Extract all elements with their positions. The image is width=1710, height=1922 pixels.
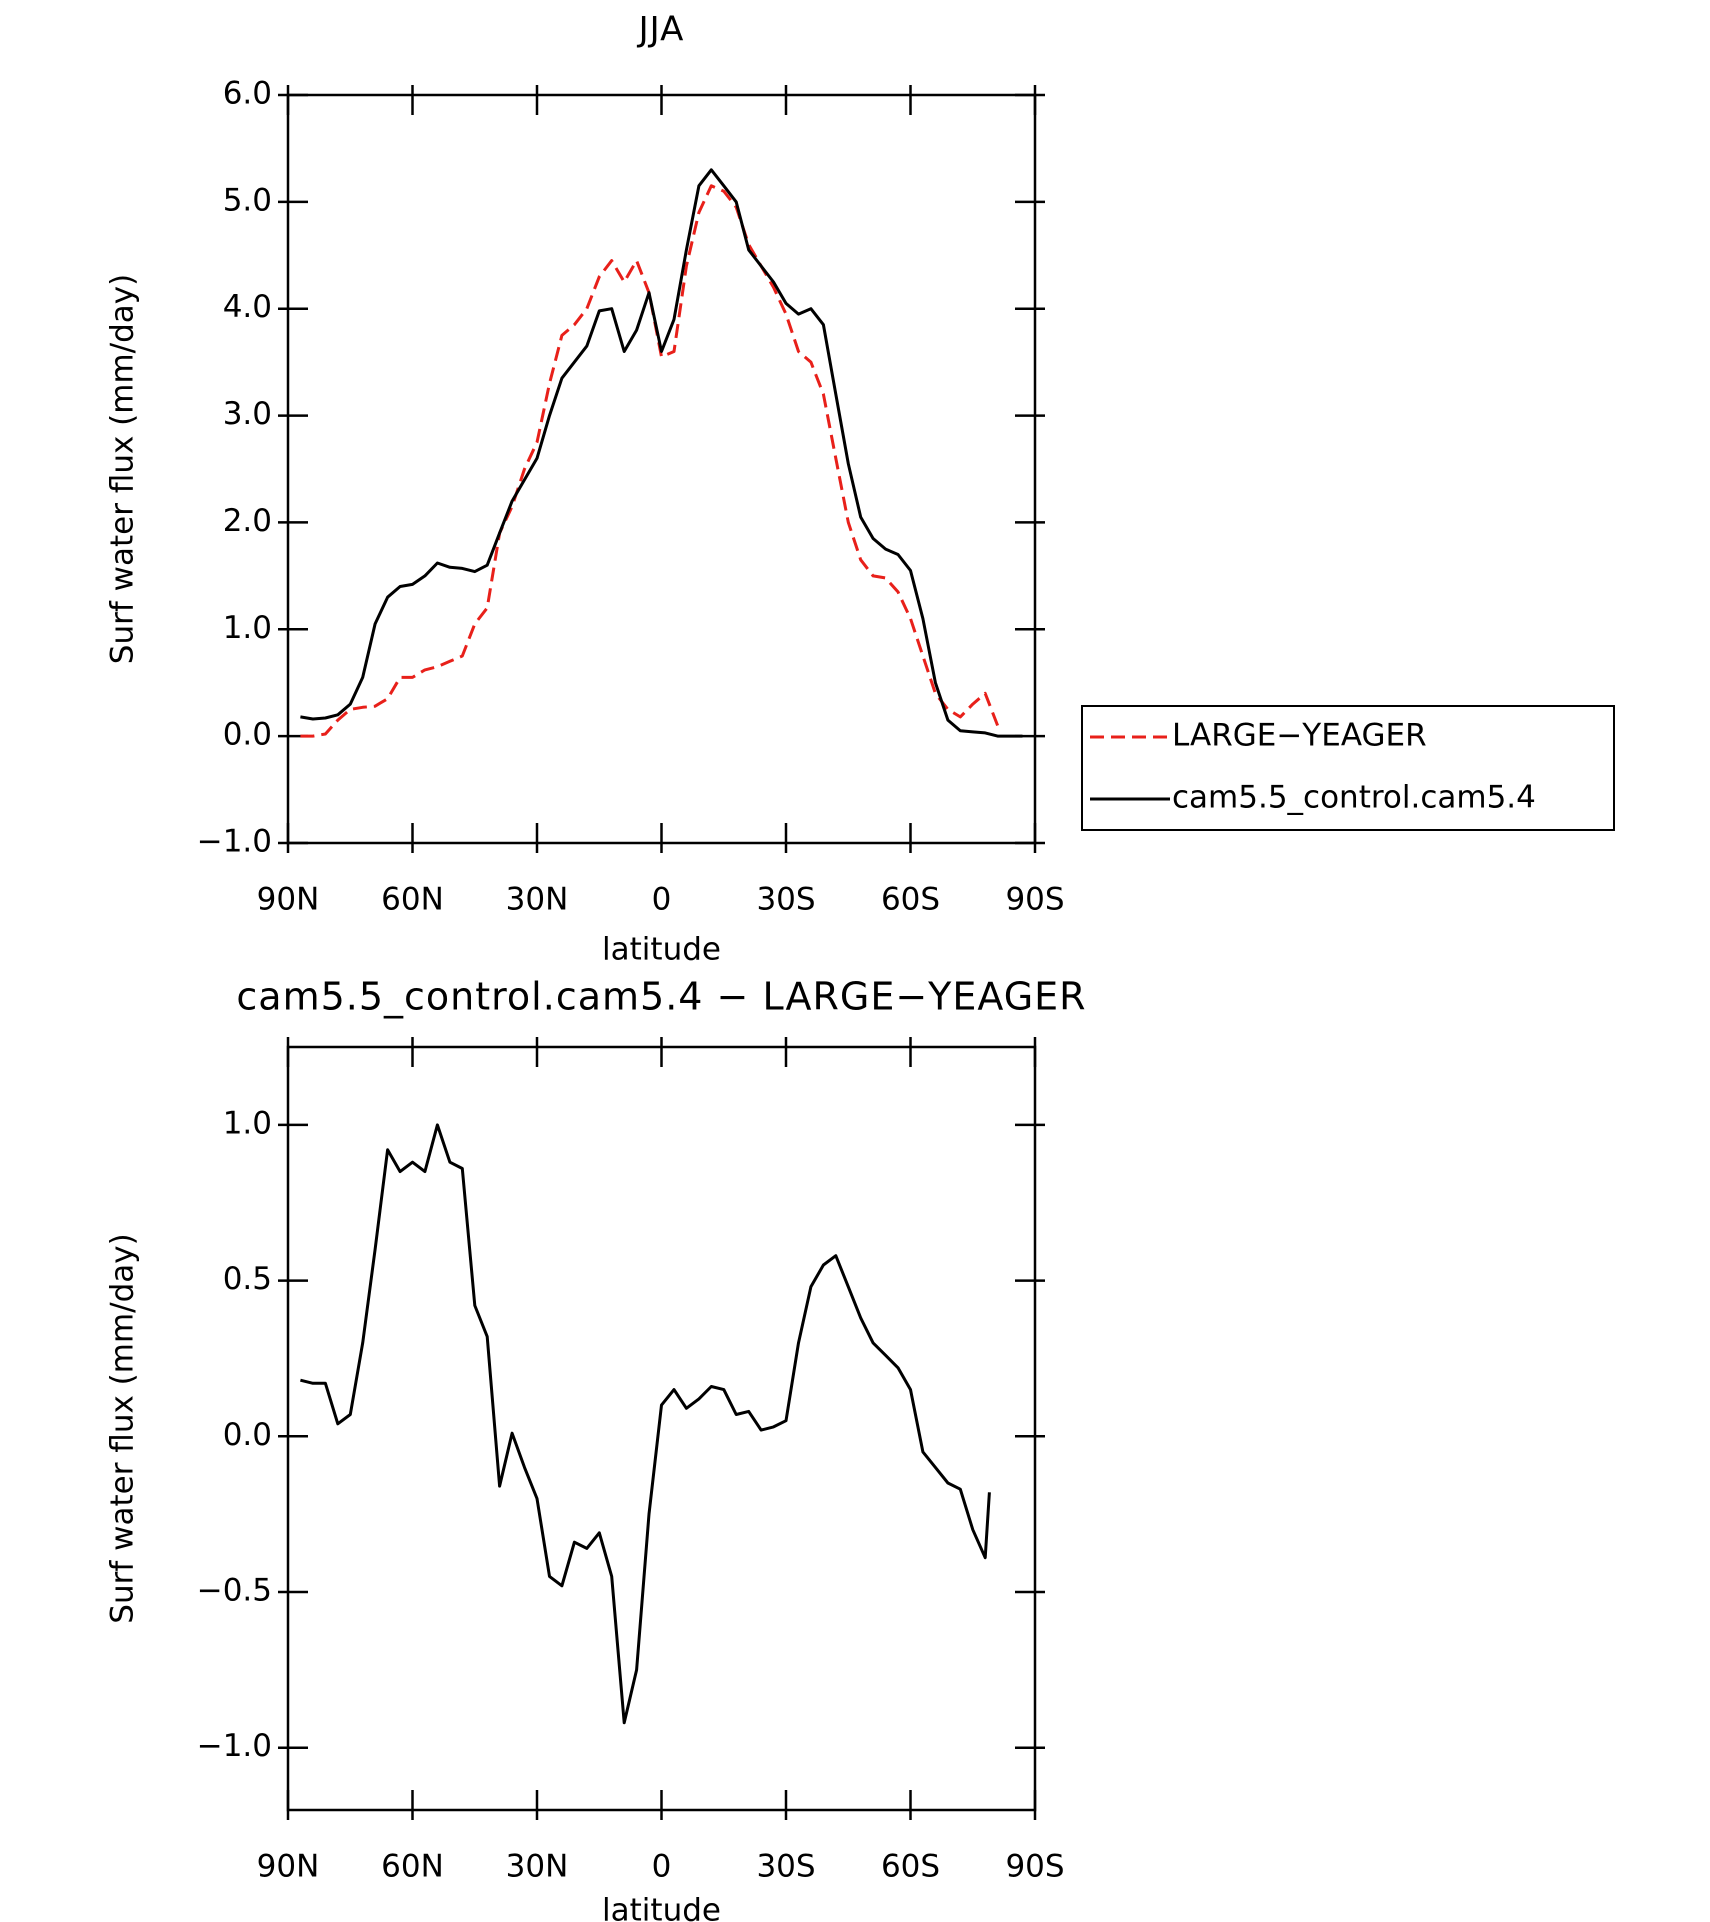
- data-line: [300, 184, 999, 738]
- x-tick-label: 30N: [506, 882, 569, 918]
- y-axis-label: Surf water flux (mm/day): [105, 274, 141, 664]
- y-tick-label: 0.0: [223, 717, 272, 753]
- y-tick-label: −1.0: [197, 824, 272, 860]
- y-tick-label: 4.0: [223, 289, 272, 325]
- x-tick-label: 0: [652, 882, 672, 918]
- x-tick-label: 30N: [506, 1849, 569, 1885]
- y-axis-label: Surf water flux (mm/day): [105, 1233, 141, 1623]
- x-tick-label: 60S: [881, 1849, 940, 1885]
- y-tick-label: 1.0: [223, 610, 272, 646]
- y-tick-label: 3.0: [223, 396, 272, 432]
- y-tick-label: 6.0: [223, 76, 272, 112]
- y-tick-label: 1.0: [223, 1105, 272, 1141]
- y-tick-label: 0.0: [223, 1417, 272, 1453]
- plot-frame: [286, 1045, 1037, 1812]
- data-line: [300, 168, 1023, 738]
- x-tick-label: 60N: [381, 1849, 444, 1885]
- legend-label: cam5.5_control.cam5.4: [1172, 780, 1536, 816]
- x-tick-label: 90S: [1005, 1849, 1064, 1885]
- x-tick-label: 90N: [257, 882, 320, 918]
- chart-title: JJA: [637, 10, 685, 50]
- y-tick-label: −1.0: [197, 1728, 272, 1764]
- x-tick-label: 30S: [756, 1849, 815, 1885]
- x-tick-label: 90N: [257, 1849, 320, 1885]
- x-tick-label: 90S: [1005, 882, 1064, 918]
- plot-frame: [286, 93, 1037, 845]
- data-line: [300, 1123, 991, 1725]
- chart-title: cam5.5_control.cam5.4 − LARGE−YEAGER: [236, 975, 1086, 1019]
- legend-label: LARGE−YEAGER: [1172, 718, 1427, 754]
- x-tick-label: 60N: [381, 882, 444, 918]
- x-axis-label: latitude: [602, 1893, 721, 1922]
- x-tick-label: 60S: [881, 882, 940, 918]
- y-tick-label: −0.5: [197, 1573, 272, 1609]
- x-tick-label: 30S: [756, 882, 815, 918]
- x-axis-label: latitude: [602, 932, 721, 968]
- legend-box: [1081, 705, 1615, 831]
- y-tick-label: 2.0: [223, 503, 272, 539]
- x-tick-label: 0: [652, 1849, 672, 1885]
- y-tick-label: 0.5: [223, 1261, 272, 1297]
- y-tick-label: 5.0: [223, 182, 272, 218]
